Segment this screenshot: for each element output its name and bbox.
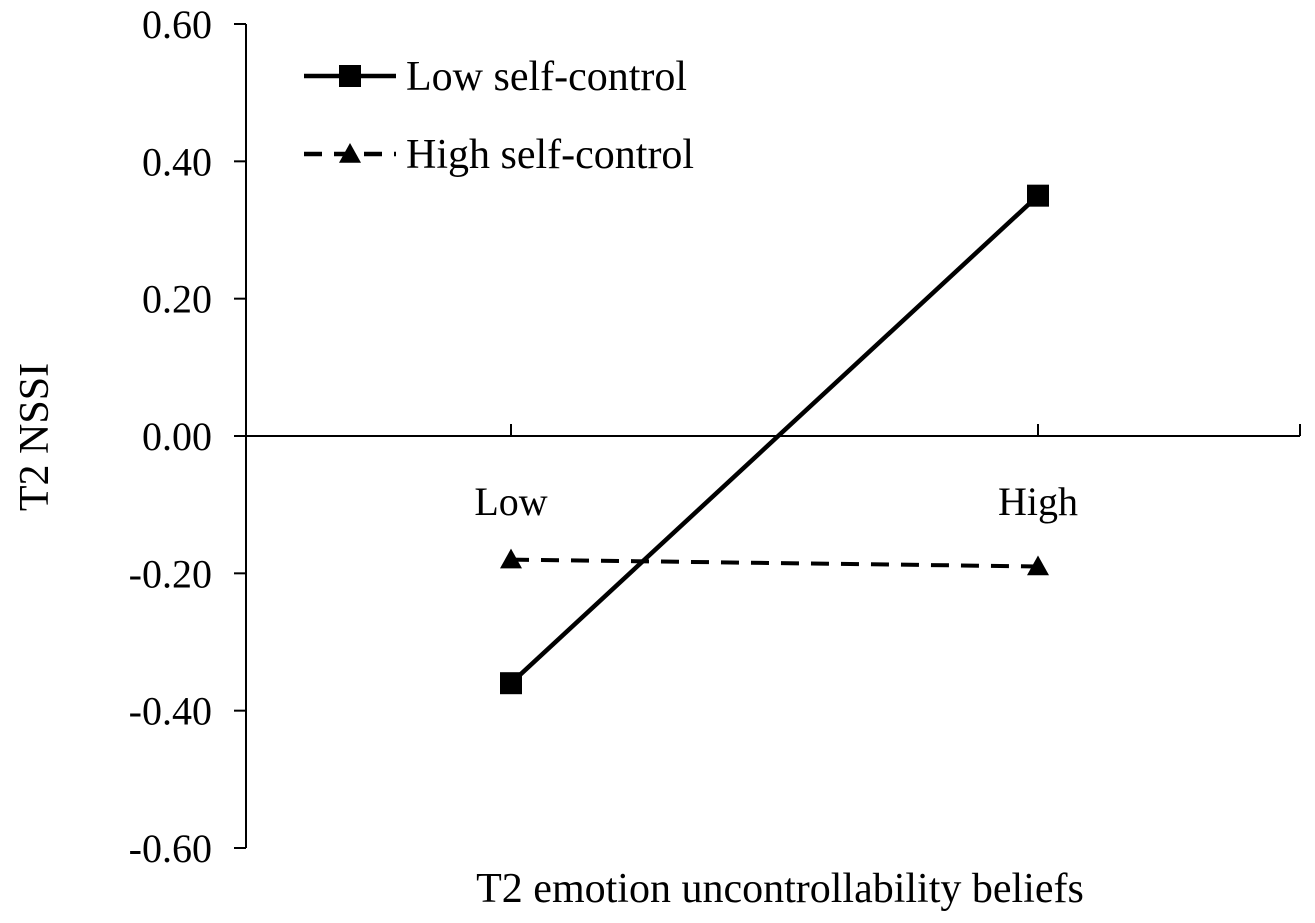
triangle-marker bbox=[1027, 555, 1049, 576]
x-tick-label: High bbox=[998, 479, 1078, 524]
series-layer bbox=[500, 184, 1049, 695]
y-tick-label: 0.40 bbox=[142, 139, 212, 184]
square-marker bbox=[339, 65, 361, 87]
y-tick-label: -0.60 bbox=[129, 826, 212, 871]
square-marker bbox=[1027, 184, 1049, 207]
series-line bbox=[510, 557, 1039, 569]
series-0 bbox=[500, 184, 1049, 695]
square-marker bbox=[500, 672, 522, 695]
legend-item-1: High self-control bbox=[304, 132, 694, 178]
legend-label: Low self-control bbox=[406, 54, 687, 100]
triangle-marker bbox=[339, 143, 361, 163]
y-tick-label: 0.20 bbox=[142, 277, 212, 322]
legend: Low self-control High self-control bbox=[304, 54, 694, 178]
y-tick-label: -0.20 bbox=[129, 551, 212, 596]
x-tick-label: Low bbox=[474, 479, 547, 524]
y-tick-label: 0.60 bbox=[142, 2, 212, 47]
series-1 bbox=[500, 548, 1049, 576]
y-axis-title: T2 NSSI bbox=[12, 363, 58, 511]
legend-label: High self-control bbox=[406, 132, 694, 178]
y-tick-label: -0.40 bbox=[129, 689, 212, 734]
legend-item-0: Low self-control bbox=[304, 54, 687, 100]
x-axis: Low High bbox=[246, 424, 1301, 524]
x-axis-title: T2 emotion uncontrollability beliefs bbox=[476, 866, 1084, 912]
triangle-marker bbox=[500, 548, 522, 569]
y-tick-label: 0.00 bbox=[142, 414, 212, 459]
y-axis: 0.60 0.40 0.20 0.00 -0.20 -0.40 -0.60 bbox=[129, 2, 247, 871]
series-line bbox=[509, 194, 1040, 685]
